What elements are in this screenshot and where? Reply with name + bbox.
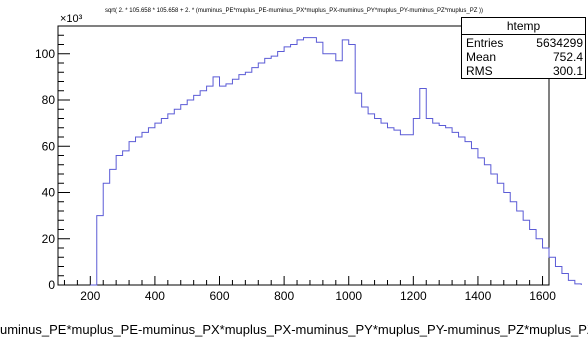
x-tick-label: 1000: [335, 289, 362, 303]
y-tick-label: 60: [42, 139, 56, 153]
stats-row-rms: RMS 300.1: [466, 64, 583, 78]
stats-value: 300.1: [552, 64, 583, 78]
x-axis: 200 400 600 800 1000 1200 1400 1600: [63, 276, 556, 303]
stats-value: 5634299: [536, 36, 583, 50]
y-tick-label: 40: [42, 186, 56, 200]
stats-value: 752.4: [552, 50, 583, 64]
y-tick-label: 20: [42, 232, 56, 246]
chart-title: sqrt( 2. * 105.658 * 105.658 + 2. * (mum…: [105, 8, 483, 14]
x-tick-label: 1600: [529, 289, 556, 303]
stats-row-mean: Mean 752.4: [466, 50, 583, 64]
y-multiplier-label: ×10³: [60, 13, 83, 25]
y-tick-label: 0: [48, 278, 55, 292]
x-tick-label: 200: [80, 289, 100, 303]
x-tick-label: 400: [145, 289, 165, 303]
stats-key: RMS: [466, 64, 493, 78]
stats-row-entries: Entries 5634299: [466, 36, 583, 50]
histogram-line: [90, 37, 582, 286]
stats-key: Mean: [466, 50, 497, 64]
x-axis-label: uminus_PE*muplus_PE-muminus_PX*muplus_PX…: [0, 322, 588, 337]
y-tick-label: 100: [35, 47, 55, 61]
histogram-series: [90, 37, 582, 286]
x-tick-label: 1400: [465, 289, 492, 303]
x-tick-label: 600: [209, 289, 229, 303]
y-axis: 0 20 40 60 80 100: [35, 25, 70, 292]
y-tick-label: 80: [42, 93, 56, 107]
x-tick-label: 800: [274, 289, 294, 303]
stats-title: htemp: [462, 18, 585, 35]
x-tick-label: 1200: [400, 289, 427, 303]
stats-key: Entries: [466, 36, 504, 50]
stats-box: htemp Entries 5634299 Mean 752.4 RMS 300…: [461, 17, 586, 79]
